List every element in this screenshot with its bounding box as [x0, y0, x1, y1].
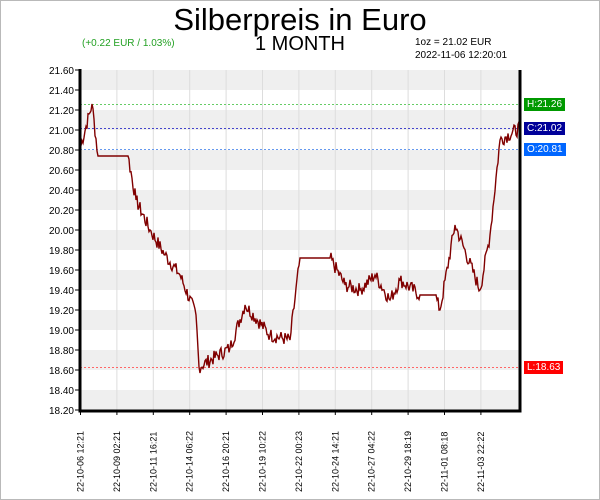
y-tick-label: 20.80 [49, 146, 74, 157]
chart-subtitle: 1 MONTH [255, 33, 345, 55]
x-tick-label: 22-10-16 20:21 [221, 431, 231, 492]
y-tick-label: 21.60 [49, 66, 74, 77]
y-tick-label: 18.40 [49, 386, 74, 397]
x-tick-label: 22-10-11 16:21 [148, 432, 158, 492]
y-tick-label: 20.40 [49, 186, 74, 197]
x-tick-label: 22-10-29 18:19 [403, 431, 413, 492]
y-tick-label: 21.40 [49, 86, 74, 97]
price-line [79, 103, 521, 374]
y-tick-label: 18.20 [49, 406, 74, 417]
chart-title: Silberpreis in Euro [173, 2, 427, 37]
x-tick-label: 22-11-01 08:18 [440, 432, 450, 492]
low-tag: L:18.63 [524, 361, 564, 374]
y-tick-label: 19.60 [49, 266, 74, 277]
y-tick-label: 21.00 [49, 126, 74, 137]
x-tick-label: 22-11-03 22:22 [476, 432, 486, 492]
y-tick-label: 19.00 [49, 326, 74, 337]
y-tick-label: 20.00 [49, 226, 74, 237]
y-tick-label: 19.80 [49, 246, 74, 257]
open-tag: O:20.81 [524, 143, 566, 156]
y-tick-label: 19.40 [49, 286, 74, 297]
high-tag: H:21.26 [524, 98, 566, 111]
x-tick-label: 22-10-14 06:22 [185, 431, 195, 492]
y-tick-label: 19.20 [49, 306, 74, 317]
y-tick-label: 18.80 [49, 346, 74, 357]
x-tick-label: 22-10-22 00:23 [294, 431, 304, 492]
x-tick-label: 22-10-19 10:22 [258, 431, 268, 492]
x-tick-label: 22-10-06 12:21 [76, 431, 86, 492]
x-tick-label: 22-10-09 02:21 [112, 431, 122, 492]
timestamp: 2022-11-06 12:20:01 [415, 50, 508, 61]
y-tick-label: 18.60 [49, 366, 74, 377]
x-tick-label: 22-10-24 14:21 [330, 431, 340, 492]
y-tick-label: 20.60 [49, 166, 74, 177]
price-per-ounce: 1oz = 21.02 EUR [415, 37, 492, 48]
close-tag: C:21.02 [524, 122, 566, 135]
x-tick-label: 22-10-27 04:22 [367, 431, 377, 492]
y-tick-label: 21.20 [49, 106, 74, 117]
y-tick-label: 20.20 [49, 206, 74, 217]
price-change: (+0.22 EUR / 1.03%) [82, 38, 175, 49]
